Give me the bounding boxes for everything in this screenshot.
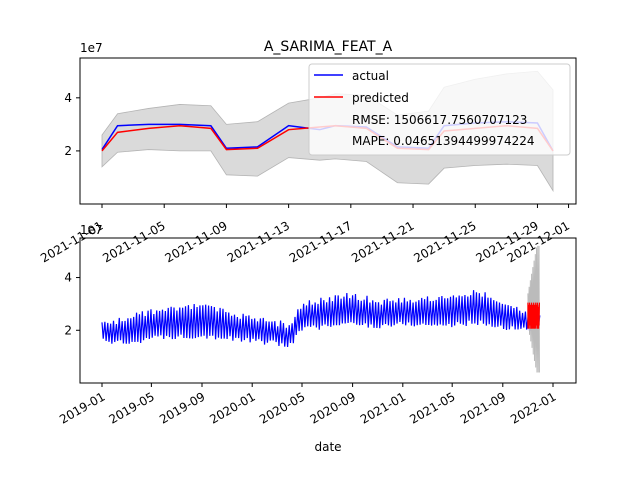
legend: actual predicted RMSE: 1506617.756070712… — [308, 63, 571, 156]
bottom-x-tick-label: 2019-01 — [57, 389, 107, 426]
top-x-tick-label: 2021-11-05 — [100, 218, 167, 265]
top-y-tick-label: 2 — [64, 144, 72, 158]
bottom-predicted-series-line — [527, 302, 541, 329]
bottom-x-tick-label: 2020-05 — [257, 389, 307, 426]
bottom-x-axis-label: date — [314, 440, 341, 454]
legend-box — [308, 63, 571, 156]
bottom-x-tick-label: 2022-01 — [508, 389, 558, 426]
bottom-y-tick-label: 2 — [64, 323, 72, 337]
legend-predicted-label: predicted — [352, 91, 409, 105]
top-x-tick-label: 2021-11-01 — [38, 218, 105, 265]
top-axes-frame — [79, 57, 577, 205]
bottom-x-tick-label: 2021-05 — [407, 389, 457, 426]
bottom-x-tick-label: 2019-05 — [106, 389, 156, 426]
top-x-tick-label: 2021-11-21 — [349, 218, 416, 265]
bottom-y-offset-label: 1e7 — [80, 223, 103, 237]
bottom-x-tick-label: 2019-09 — [157, 389, 207, 426]
bottom-plot-area — [101, 245, 541, 373]
bottom-actual-series-line — [101, 290, 541, 347]
top-y-offset-label: 1e7 — [80, 41, 103, 55]
chart-title: A_SARIMA_FEAT_A — [264, 39, 393, 55]
top-x-tick-label: 2021-11-17 — [287, 218, 354, 265]
bottom-x-tick-label: 2021-01 — [358, 389, 408, 426]
bottom-y-tick-label: 4 — [64, 271, 72, 285]
top-y-tick-label: 4 — [64, 91, 72, 105]
legend-mape-label: MAPE: 0.04651394499974224 — [352, 134, 534, 148]
bottom-x-tick-label: 2020-01 — [207, 389, 257, 426]
legend-actual-label: actual — [352, 69, 389, 83]
top-x-tick-label: 2021-11-25 — [411, 218, 478, 265]
legend-rmse-label: RMSE: 1506617.7560707123 — [352, 113, 527, 127]
top-x-tick-label: 2021-11-09 — [163, 218, 230, 265]
bottom-x-tick-label: 2020-09 — [308, 389, 358, 426]
bottom-axes-frame — [79, 237, 577, 384]
top-x-tick-label: 2021-11-13 — [225, 218, 292, 265]
bottom-x-tick-label: 2021-09 — [458, 389, 508, 426]
